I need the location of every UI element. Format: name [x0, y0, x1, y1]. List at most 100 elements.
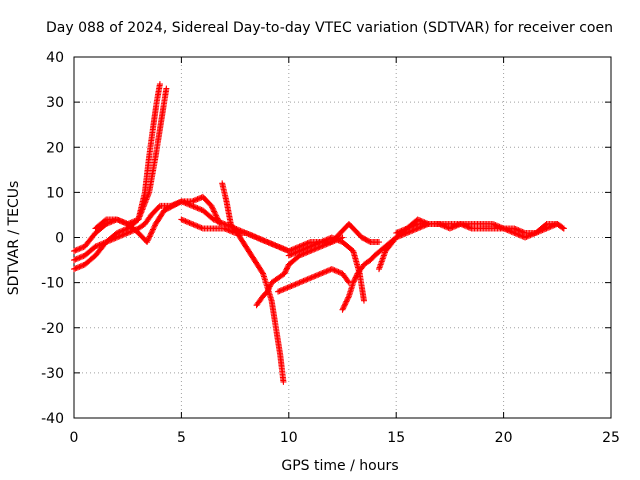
data-point [311, 241, 318, 248]
data-point [456, 221, 463, 228]
data-point [397, 228, 404, 235]
data-point [249, 232, 256, 239]
data-point [334, 236, 341, 243]
data-point [536, 228, 543, 235]
data-point [496, 223, 503, 230]
data-point [350, 278, 357, 285]
data-point [316, 239, 323, 246]
data-point [285, 284, 292, 291]
data-point [540, 226, 547, 233]
data-point [72, 256, 79, 263]
data-point [122, 219, 129, 226]
data-point [191, 222, 198, 229]
data-point [497, 224, 504, 231]
data-point [282, 269, 289, 276]
data-point [150, 225, 157, 232]
data-point [96, 241, 103, 248]
chart-title: Day 088 of 2024, Sidereal Day-to-day VTE… [46, 20, 613, 36]
data-point [398, 227, 405, 234]
data-point [341, 302, 348, 309]
data-point [297, 247, 304, 254]
data-point [519, 228, 526, 235]
data-point [295, 280, 302, 287]
data-point [319, 270, 326, 277]
x-tick-label: 20 [495, 430, 513, 446]
data-point [148, 229, 155, 236]
data-point [393, 229, 400, 236]
data-point [136, 213, 143, 220]
data-point [149, 227, 156, 234]
data-point [116, 233, 123, 240]
data-point [276, 244, 283, 251]
data-point [441, 223, 448, 230]
data-point [271, 241, 278, 248]
data-point [320, 237, 327, 244]
data-point [499, 224, 506, 231]
series-track-1 [71, 81, 163, 255]
data-point [142, 197, 149, 204]
data-point [71, 266, 77, 273]
data-point [291, 250, 298, 257]
data-point [300, 277, 307, 284]
data-point [559, 224, 566, 231]
data-point [156, 81, 163, 88]
data-point [301, 245, 308, 252]
data-point [316, 271, 323, 278]
data-point [210, 207, 217, 214]
data-point [336, 237, 343, 244]
data-point [335, 268, 342, 275]
data-point [105, 237, 112, 244]
data-point [264, 287, 271, 294]
data-point [211, 209, 218, 216]
data-point [495, 223, 502, 230]
x-tick-label: 5 [177, 430, 186, 446]
data-point [141, 202, 148, 209]
data-point [115, 233, 122, 240]
data-point [177, 199, 184, 206]
y-tick-labels: -40 -30 -20 -10 0 10 20 30 40 [41, 50, 64, 427]
data-point [442, 223, 449, 230]
data-point [194, 196, 201, 203]
data-point [73, 264, 80, 271]
data-point [543, 225, 550, 232]
data-point [144, 193, 151, 200]
data-point [360, 297, 367, 304]
data-point [208, 202, 215, 209]
x-tick-label: 25 [602, 430, 620, 446]
data-point [283, 285, 290, 292]
data-point [111, 235, 118, 242]
data-point [283, 266, 290, 273]
data-point [352, 275, 359, 282]
y-tick-label: 30 [46, 95, 64, 111]
data-point [193, 222, 200, 229]
data-point [299, 278, 306, 285]
data-point [191, 197, 198, 204]
data-point [224, 226, 231, 233]
data-point [544, 224, 551, 231]
data-point [193, 204, 200, 211]
series-track-12 [393, 216, 567, 236]
data-point [178, 216, 185, 223]
data-point [308, 274, 315, 281]
data-marks [71, 81, 567, 385]
data-point [448, 224, 455, 231]
data-point [550, 222, 557, 229]
data-point [101, 239, 108, 246]
data-point [254, 235, 261, 242]
data-point [151, 223, 158, 230]
data-point [72, 265, 79, 272]
data-point [191, 204, 198, 211]
data-point [449, 224, 456, 231]
data-point [318, 270, 325, 277]
data-point [117, 232, 124, 239]
data-point [266, 283, 273, 290]
y-tick-label: -20 [41, 321, 64, 337]
data-point [328, 266, 335, 273]
data-point [124, 229, 131, 236]
data-point [282, 268, 289, 275]
data-point [190, 197, 197, 204]
data-point [311, 273, 318, 280]
data-point [492, 222, 499, 229]
data-point [112, 235, 119, 242]
data-point [422, 219, 429, 226]
